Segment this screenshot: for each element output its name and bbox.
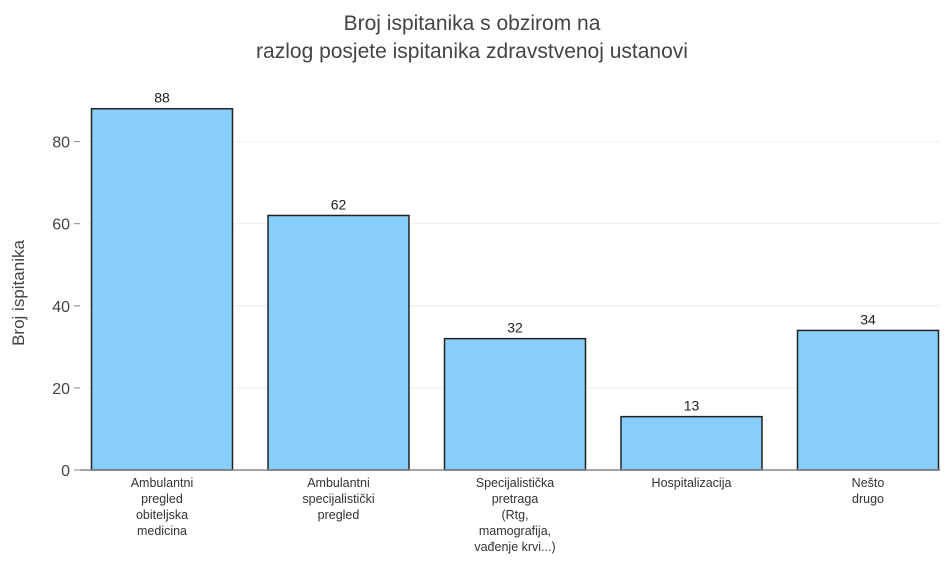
- data-label: 62: [331, 196, 347, 212]
- x-axis-ticks: Ambulantni pregled obiteljska medicina Ambul…: [131, 476, 885, 554]
- bar: [267, 214, 410, 471]
- bars: [90, 107, 940, 471]
- x-tick-label: (Rtg,: [501, 508, 528, 522]
- x-tick-label: Hospitalizacija: [652, 476, 732, 490]
- bar: [620, 415, 763, 471]
- x-tick-label: vađenje krvi...): [474, 540, 555, 554]
- x-tick-label: pretraga: [492, 492, 539, 506]
- x-tick-label: drugo: [852, 492, 884, 506]
- bar: [90, 107, 234, 471]
- x-tick-label: pregled: [318, 508, 360, 522]
- y-axis-title: Broj ispitanika: [9, 240, 28, 346]
- x-tick-label: pregled: [141, 492, 183, 506]
- chart-title-line: razlog posjete ispitanika zdravstvenoj u…: [256, 40, 688, 63]
- y-tick-label: 60: [52, 217, 70, 234]
- data-labels: 88 62 32 13 34: [154, 90, 876, 414]
- y-axis-ticks: 0 20 40 60 80: [52, 135, 80, 480]
- chart-title-line: Broj ispitanika s obzirom na: [344, 12, 601, 35]
- x-tick-label: mamografija,: [479, 524, 551, 538]
- bar: [443, 337, 587, 471]
- chart-title: Broj ispitanika s obzirom na razlog posje…: [256, 12, 688, 63]
- data-label: 13: [684, 398, 700, 414]
- x-tick-label: Ambulantni: [131, 476, 194, 490]
- y-tick-label: 80: [52, 135, 70, 152]
- y-tick-label: 20: [52, 381, 70, 398]
- bar: [796, 329, 940, 471]
- x-tick-label: obiteljska: [136, 508, 188, 522]
- x-tick-label: specijalistički: [302, 492, 374, 506]
- y-tick-label: 40: [52, 299, 70, 316]
- x-tick-label: medicina: [137, 524, 187, 538]
- data-label: 34: [860, 311, 876, 327]
- x-tick-label: Specijalistička: [476, 476, 555, 490]
- data-label: 88: [154, 90, 170, 106]
- y-axis-label: Broj ispitanika: [9, 240, 28, 346]
- x-tick-label: Nešto: [852, 476, 885, 490]
- x-tick-label: Ambulantni: [307, 476, 370, 490]
- y-tick-label: 0: [61, 463, 70, 480]
- data-label: 32: [507, 320, 523, 336]
